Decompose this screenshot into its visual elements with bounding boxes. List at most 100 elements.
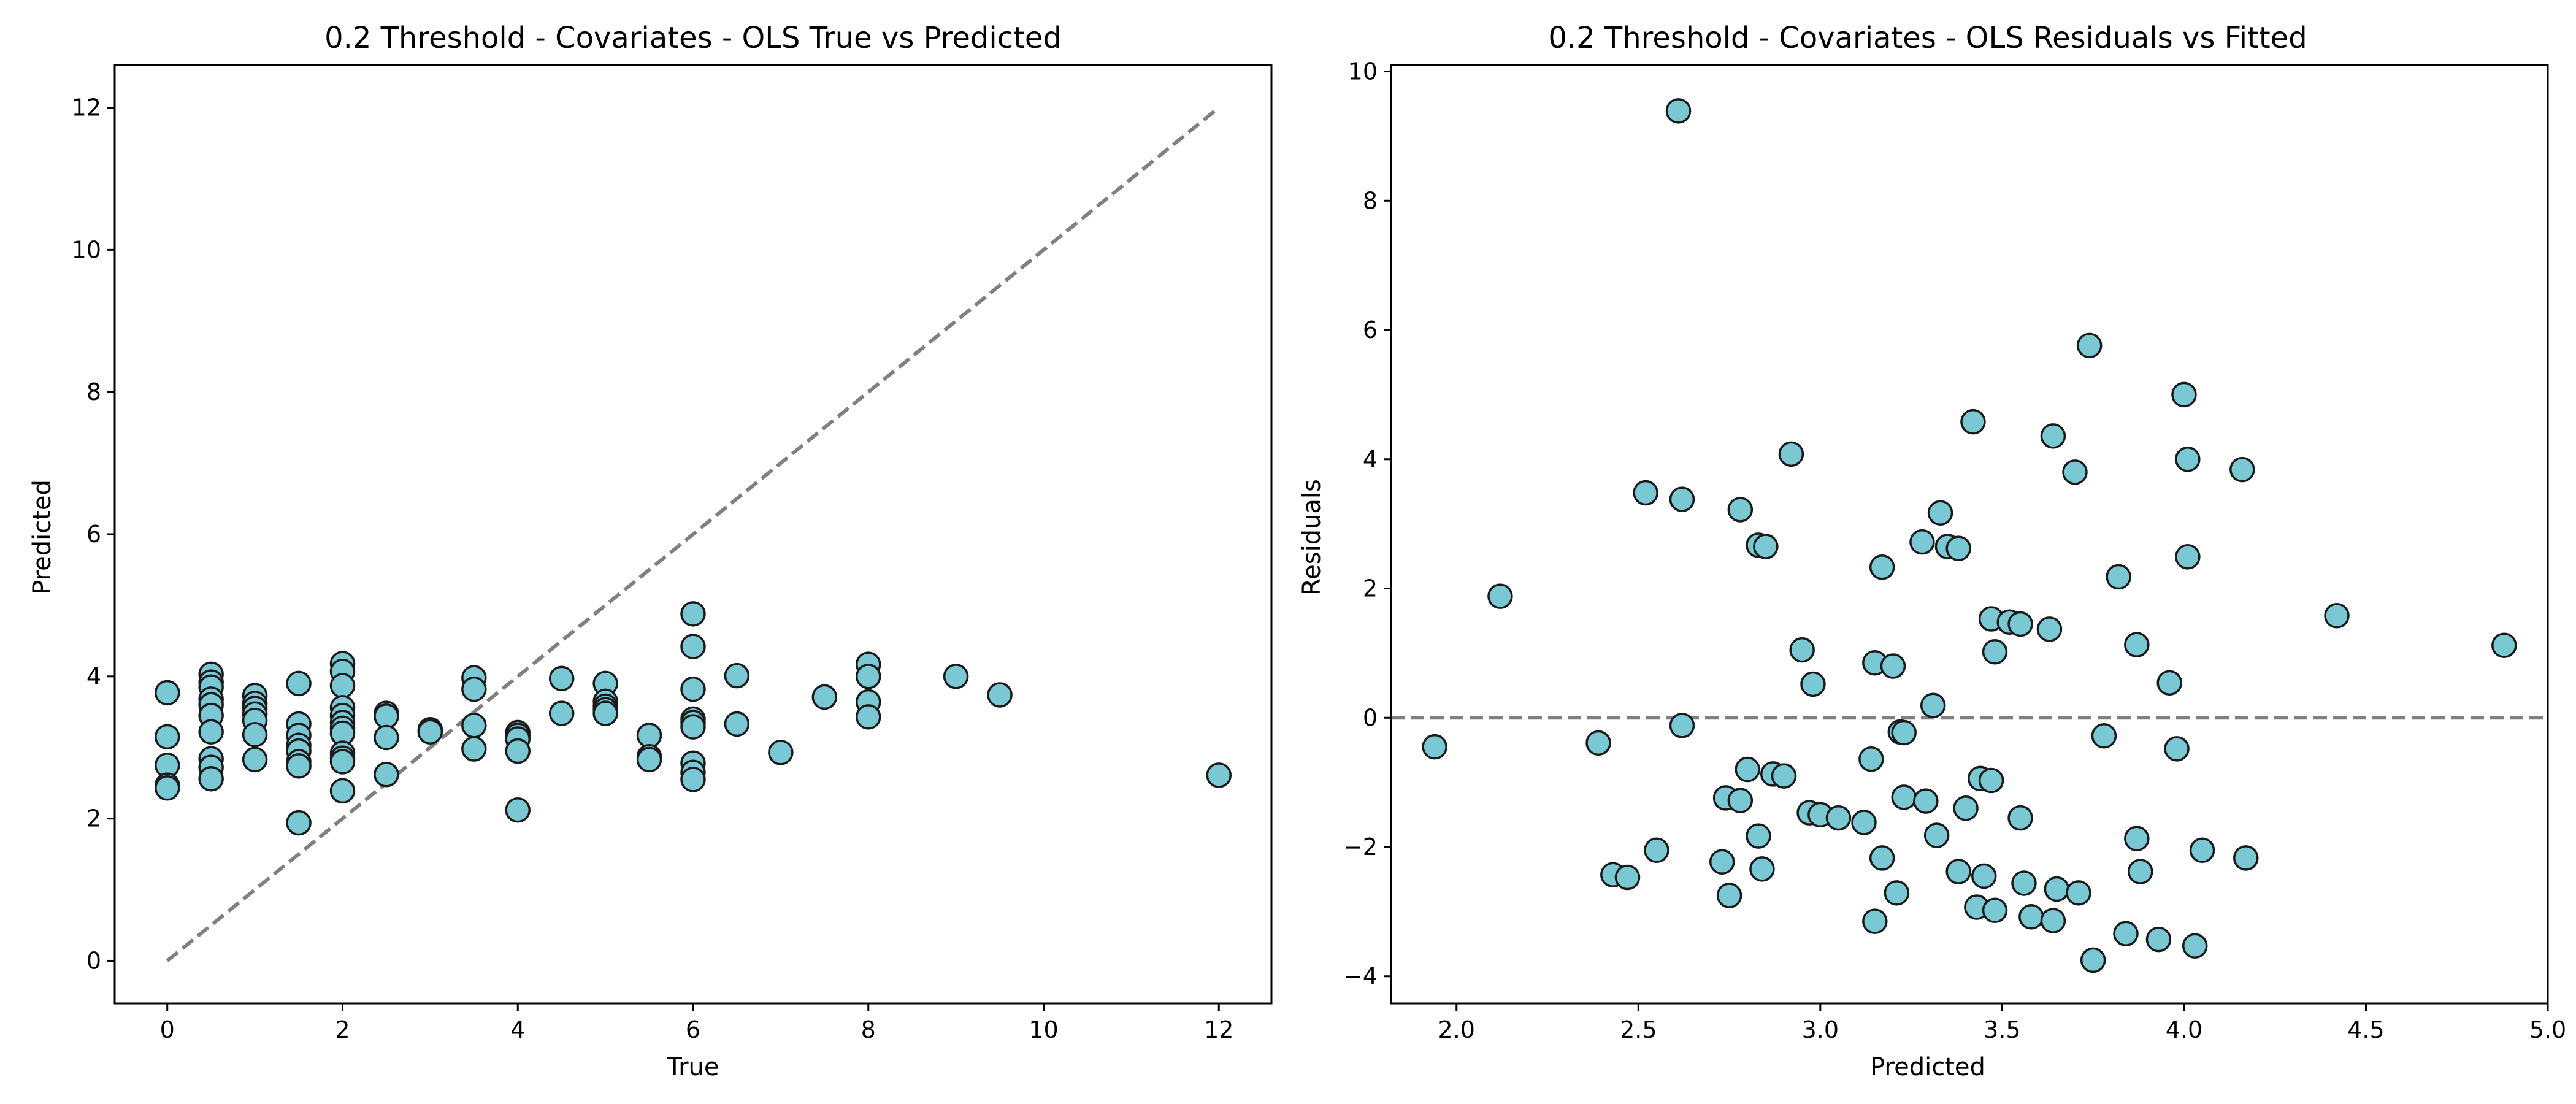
data-point xyxy=(1978,767,2004,794)
data-point xyxy=(1665,98,1692,124)
data-point xyxy=(724,711,750,737)
x-tick-label: 3.5 xyxy=(1984,1016,2020,1043)
data-point xyxy=(2062,459,2088,485)
data-point xyxy=(1709,849,1735,875)
data-point xyxy=(461,676,487,702)
data-point xyxy=(548,665,575,692)
data-point xyxy=(1735,756,1760,783)
data-point xyxy=(505,797,531,823)
data-point xyxy=(548,700,575,726)
data-point xyxy=(636,723,662,748)
data-point xyxy=(2091,723,2117,749)
x-tick-label: 12 xyxy=(1204,1016,1233,1043)
reference-line xyxy=(166,106,1221,962)
y-tick-label: −4 xyxy=(1343,963,1378,990)
chart-title: 0.2 Threshold - Covariates - OLS Residua… xyxy=(1548,21,2307,55)
data-point xyxy=(1789,637,1815,663)
data-point xyxy=(2040,908,2066,933)
data-point xyxy=(2076,332,2103,359)
data-point xyxy=(1422,734,1447,760)
data-point xyxy=(242,722,268,748)
data-points xyxy=(154,601,1232,836)
data-point xyxy=(1884,880,1910,906)
data-point xyxy=(1953,795,1979,821)
y-tick-label: 12 xyxy=(72,94,101,121)
data-point xyxy=(1669,713,1695,738)
data-point xyxy=(1644,837,1669,864)
y-tick-label: 0 xyxy=(1363,704,1378,731)
data-point xyxy=(2156,670,2182,696)
data-point xyxy=(1851,810,1877,835)
data-point xyxy=(417,719,443,745)
data-point xyxy=(2066,880,2091,906)
data-point xyxy=(1891,784,1917,810)
data-point xyxy=(1669,486,1695,512)
true-vs-predicted-panel: 0.2 Threshold - Covariates - OLS True vs… xyxy=(28,21,1273,1081)
y-tick-label: 4 xyxy=(86,663,101,690)
data-point xyxy=(2189,837,2215,864)
x-tick-label: 8 xyxy=(861,1016,876,1043)
data-point xyxy=(1913,788,1939,814)
data-point xyxy=(1727,497,1754,523)
data-point xyxy=(1945,535,1971,561)
data-point xyxy=(1487,583,1513,609)
data-point xyxy=(329,778,356,804)
data-point xyxy=(768,740,794,765)
data-point xyxy=(2106,564,2131,590)
x-tick-label: 4.0 xyxy=(2166,1016,2202,1043)
data-point xyxy=(987,682,1013,708)
x-tick-label: 4 xyxy=(510,1016,525,1043)
data-point xyxy=(374,703,399,729)
reference-line-group xyxy=(166,106,1221,962)
axis-ticks: 0 2 4 6 8 10 12 0 2 4 6 8 10 12 xyxy=(72,94,1234,1043)
data-point xyxy=(2175,447,2201,472)
data-point xyxy=(154,680,180,706)
x-tick-label: 0 xyxy=(160,1016,175,1043)
data-point xyxy=(2113,921,2139,946)
x-tick-label: 4.5 xyxy=(2347,1016,2384,1043)
data-point xyxy=(329,673,356,699)
data-point xyxy=(680,767,706,792)
data-point xyxy=(856,664,881,689)
data-point xyxy=(1749,856,1775,882)
data-point xyxy=(811,684,838,710)
data-point xyxy=(2036,616,2063,642)
data-point xyxy=(1800,671,1826,697)
data-points xyxy=(1422,98,2517,973)
data-point xyxy=(680,676,706,702)
data-point xyxy=(1753,534,1779,559)
residuals-vs-fitted-panel: 0.2 Threshold - Covariates - OLS Residua… xyxy=(1298,21,2566,1081)
y-tick-label: 8 xyxy=(1363,187,1378,214)
data-point xyxy=(461,713,487,738)
plot-frame xyxy=(1390,64,2549,1005)
data-point xyxy=(286,753,312,779)
data-point xyxy=(1862,908,1888,934)
data-point xyxy=(1727,788,1754,813)
data-point xyxy=(1945,859,1971,884)
data-point xyxy=(943,664,969,689)
data-point xyxy=(198,765,224,792)
data-point xyxy=(1909,529,1935,555)
data-point xyxy=(1825,805,1852,831)
data-point xyxy=(2127,859,2153,884)
data-point xyxy=(1920,692,1946,718)
data-point xyxy=(1858,746,1884,772)
y-tick-label: −2 xyxy=(1343,834,1378,861)
data-point xyxy=(2182,933,2208,959)
x-tick-label: 2.0 xyxy=(1438,1016,1475,1043)
data-point xyxy=(2491,632,2517,658)
data-point xyxy=(1923,822,1950,848)
x-axis-label: True xyxy=(667,1053,719,1081)
data-point xyxy=(1746,823,1771,849)
data-point xyxy=(154,775,180,801)
data-point xyxy=(2145,926,2172,953)
data-point xyxy=(2080,947,2106,973)
data-point xyxy=(2175,544,2201,570)
y-tick-label: 10 xyxy=(1348,58,1378,85)
data-point xyxy=(2171,381,2197,408)
data-point xyxy=(505,738,531,764)
x-tick-label: 3.0 xyxy=(1802,1016,1839,1043)
data-point xyxy=(1869,554,1895,580)
data-point xyxy=(154,724,180,750)
data-point xyxy=(1206,762,1232,788)
